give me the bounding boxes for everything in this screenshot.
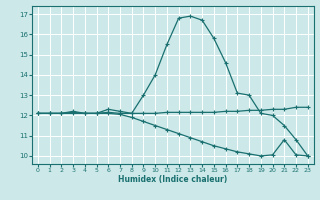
X-axis label: Humidex (Indice chaleur): Humidex (Indice chaleur) bbox=[118, 175, 228, 184]
